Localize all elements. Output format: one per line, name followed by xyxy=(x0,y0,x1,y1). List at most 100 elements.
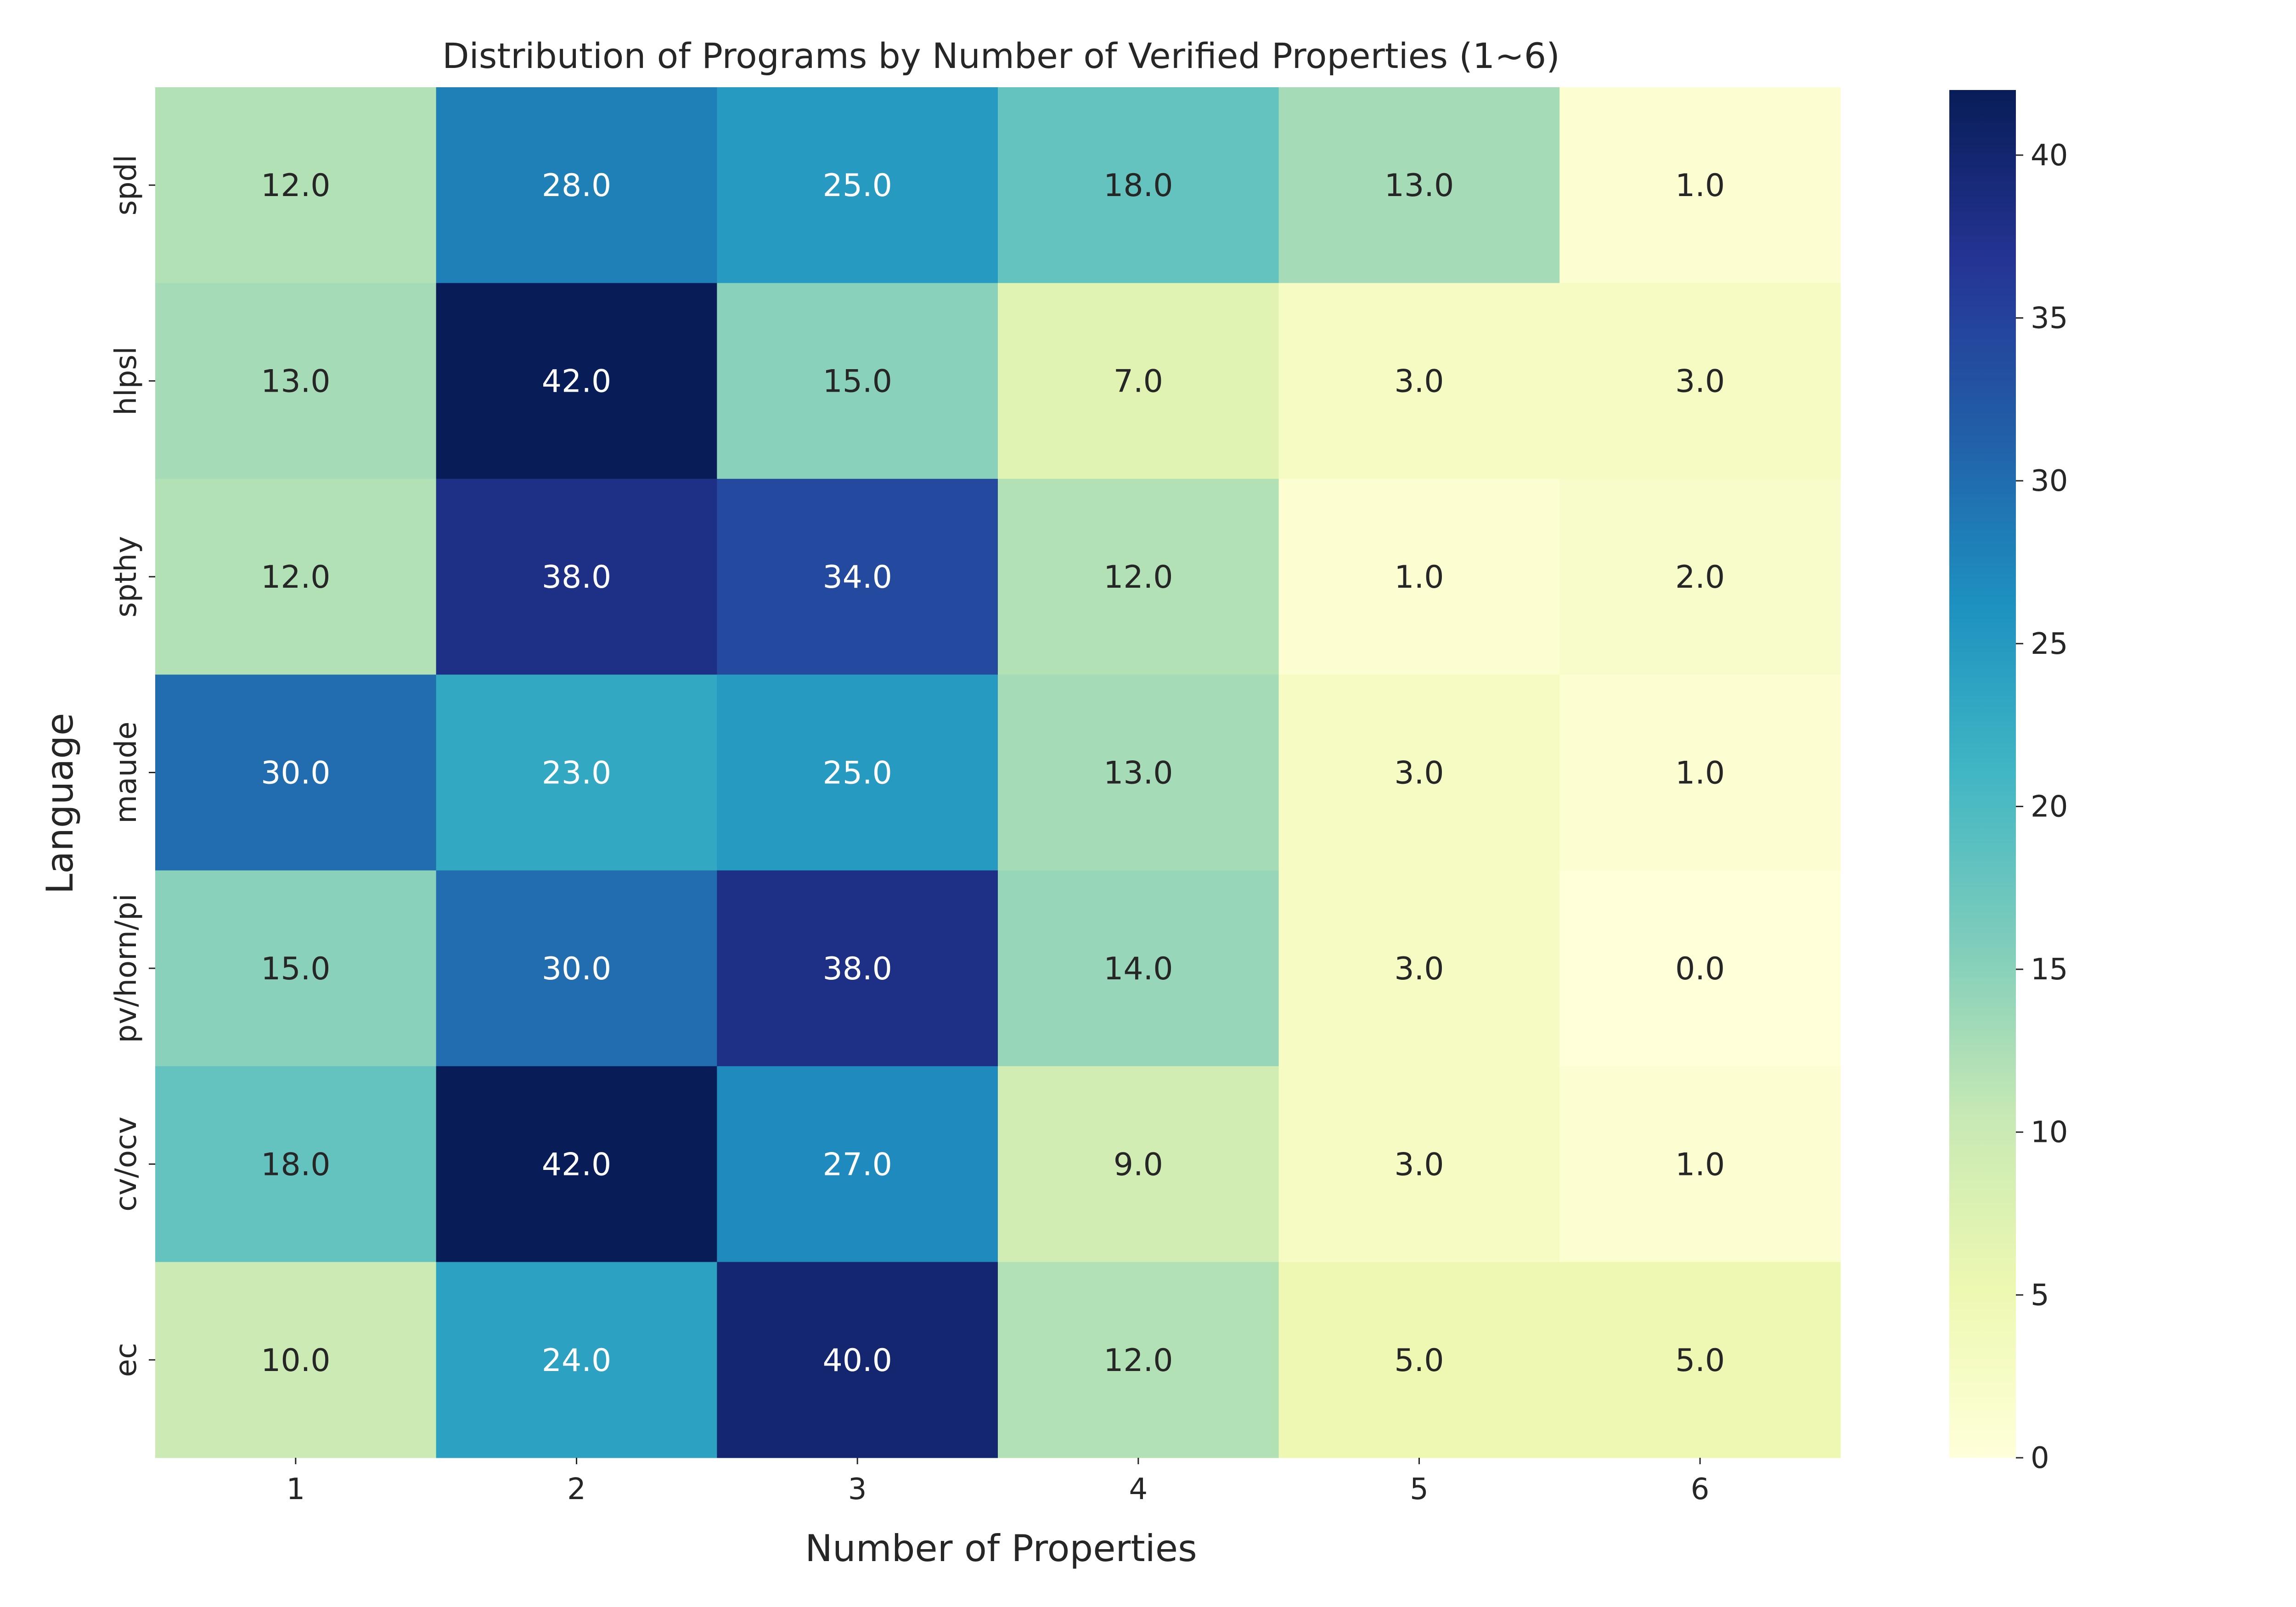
heatmap-cell xyxy=(1559,1066,1841,1263)
cell-value-label: 13.0 xyxy=(1384,168,1454,204)
y-tick-label: ec xyxy=(109,1343,143,1377)
heatmap-cell xyxy=(998,1066,1279,1263)
x-axis-ticks: 1 2 3 4 5 6 xyxy=(286,1458,1710,1506)
heatmap-cell xyxy=(436,1262,717,1458)
heatmap-cell xyxy=(717,870,998,1067)
y-tick-label: pv/horn/pi xyxy=(109,893,143,1043)
colorbar-tick-label: 30 xyxy=(2031,464,2068,498)
x-tick-label: 3 xyxy=(848,1472,867,1506)
heatmap-cell xyxy=(1278,283,1560,479)
cell-value-label: 7.0 xyxy=(1114,364,1163,400)
cell-value-label: 30.0 xyxy=(261,755,330,792)
heatmap-cell xyxy=(155,1262,437,1458)
heatmap-cell xyxy=(998,283,1279,479)
cell-value-label: 42.0 xyxy=(542,1146,611,1183)
cell-value-label: 12.0 xyxy=(1103,1343,1173,1379)
heatmap-cell xyxy=(1278,1262,1560,1458)
heatmap-cell xyxy=(436,283,717,479)
x-tick-label: 1 xyxy=(286,1472,305,1506)
heatmap-cell xyxy=(717,283,998,479)
heatmap-cell xyxy=(717,1066,998,1263)
cell-value-label: 42.0 xyxy=(542,364,611,400)
colorbar-tick-label: 40 xyxy=(2031,139,2068,173)
y-tick-label: maude xyxy=(109,721,143,823)
cell-value-label: 12.0 xyxy=(1103,559,1173,596)
cell-value-label: 38.0 xyxy=(542,559,611,596)
colorbar-tick-label: 35 xyxy=(2031,302,2068,336)
cell-value-label: 23.0 xyxy=(542,755,611,792)
y-tick-label: spdl xyxy=(109,155,143,215)
cell-value-label: 38.0 xyxy=(822,951,892,987)
heatmap-cell xyxy=(998,478,1279,675)
heatmap-cell xyxy=(1278,674,1560,871)
heatmap-cell xyxy=(1559,478,1841,675)
heatmap-cell xyxy=(1559,87,1841,283)
heatmap-cell xyxy=(155,674,437,871)
cell-value-label: 24.0 xyxy=(542,1343,611,1379)
cell-value-label: 25.0 xyxy=(822,168,892,204)
colorbar-tick-label: 0 xyxy=(2031,1441,2049,1475)
heatmap-cell xyxy=(436,674,717,871)
heatmap-cell xyxy=(155,283,437,479)
colorbar-tick-label: 15 xyxy=(2031,953,2068,987)
cell-value-label: 30.0 xyxy=(542,951,611,987)
heatmap-cells: 12.0 28.0 25.0 18.0 13.0 1.0 13.0 42.0 15.0 7.0 3.… xyxy=(155,87,1841,1458)
cell-value-label: 3.0 xyxy=(1394,1146,1444,1183)
colorbar-tick-label: 25 xyxy=(2031,627,2068,661)
heatmap-cell xyxy=(1559,674,1841,871)
cell-value-label: 5.0 xyxy=(1675,1343,1725,1379)
cell-value-label: 27.0 xyxy=(822,1146,892,1183)
heatmap-cell xyxy=(998,1262,1279,1458)
cell-value-label: 3.0 xyxy=(1394,755,1444,792)
y-tick-label: spthy xyxy=(109,536,143,618)
heatmap-cell xyxy=(998,87,1279,283)
cell-value-label: 12.0 xyxy=(261,559,330,596)
y-tick-label: cv/ocv xyxy=(109,1117,143,1212)
cell-value-label: 3.0 xyxy=(1675,364,1725,400)
heatmap-cell xyxy=(998,674,1279,871)
cell-value-label: 40.0 xyxy=(822,1343,892,1379)
cell-value-label: 3.0 xyxy=(1394,951,1444,987)
cell-value-label: 10.0 xyxy=(261,1343,330,1379)
cell-value-label: 28.0 xyxy=(542,168,611,204)
cell-value-label: 25.0 xyxy=(822,755,892,792)
cell-value-label: 13.0 xyxy=(261,364,330,400)
heatmap-cell xyxy=(998,870,1279,1067)
heatmap-cell xyxy=(1278,87,1560,283)
heatmap-cell xyxy=(1278,1066,1560,1263)
heatmap-cell xyxy=(1559,283,1841,479)
colorbar-ticks: 0 5 10 15 20 25 30 35 40 xyxy=(2016,139,2068,1475)
colorbar-gradient xyxy=(1949,90,2016,1458)
chart-title: Distribution of Programs by Number of Ve… xyxy=(442,35,1560,76)
heatmap-cell xyxy=(155,87,437,283)
y-axis-ticks: spdl hlpsl spthy maude pv/horn/pi cv/ocv ec xyxy=(109,155,155,1377)
cell-value-label: 2.0 xyxy=(1675,559,1725,596)
heatmap-cell xyxy=(436,478,717,675)
x-tick-label: 4 xyxy=(1129,1472,1148,1506)
x-tick-label: 2 xyxy=(567,1472,586,1506)
colorbar-tick-label: 5 xyxy=(2031,1278,2049,1312)
heatmap-cell xyxy=(1559,1262,1841,1458)
cell-value-label: 9.0 xyxy=(1114,1146,1163,1183)
cell-value-label: 13.0 xyxy=(1103,755,1173,792)
cell-value-label: 15.0 xyxy=(822,364,892,400)
cell-value-label: 1.0 xyxy=(1675,755,1725,792)
cell-value-label: 34.0 xyxy=(822,559,892,596)
cell-value-label: 18.0 xyxy=(1103,168,1173,204)
x-tick-label: 6 xyxy=(1691,1472,1710,1506)
heatmap-cell xyxy=(1278,478,1560,675)
cell-value-label: 3.0 xyxy=(1394,364,1444,400)
x-tick-label: 5 xyxy=(1410,1472,1429,1506)
y-axis-label: Language xyxy=(39,713,81,894)
cell-value-label: 12.0 xyxy=(261,168,330,204)
heatmap-cell xyxy=(436,870,717,1067)
heatmap-cell xyxy=(1278,870,1560,1067)
cell-value-label: 1.0 xyxy=(1675,1146,1725,1183)
cell-value-label: 15.0 xyxy=(261,951,330,987)
heatmap-cell xyxy=(717,674,998,871)
heatmap-cell xyxy=(717,478,998,675)
cell-value-label: 0.0 xyxy=(1675,951,1725,987)
y-tick-label: hlpsl xyxy=(109,347,143,416)
heatmap-cell xyxy=(155,1066,437,1263)
